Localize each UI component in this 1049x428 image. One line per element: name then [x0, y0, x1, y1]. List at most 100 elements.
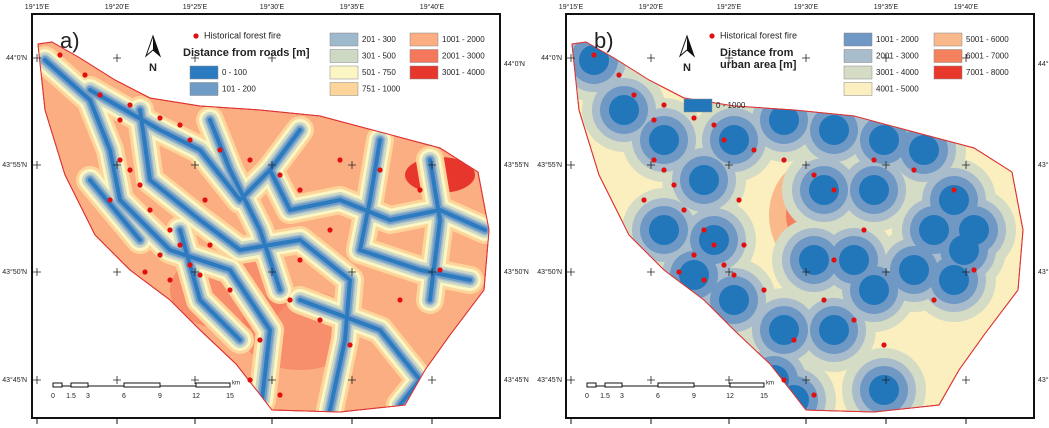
fire-point	[127, 102, 132, 107]
scale-label: 15	[226, 393, 234, 400]
legend-title: Distance from roads [m]	[183, 47, 310, 59]
fire-point	[137, 182, 142, 187]
fire-point	[831, 257, 836, 262]
legend-swatch	[934, 66, 962, 79]
legend-class-label: 4001 - 5000	[876, 85, 919, 94]
scale-label: 15	[760, 393, 768, 400]
fire-point	[711, 242, 716, 247]
fire-point	[142, 269, 147, 274]
scale-label: 6	[656, 393, 660, 400]
scale-label: 6	[122, 393, 126, 400]
fire-point	[147, 207, 152, 212]
fire-point	[911, 167, 916, 172]
scale-label: 1.5	[66, 393, 76, 400]
legend-class-label: 301 - 500	[362, 52, 396, 61]
fire-point	[931, 297, 936, 302]
fire-point	[781, 377, 786, 382]
fire-point	[187, 262, 192, 267]
left-coordinate: 43°50'N	[2, 268, 27, 276]
top-coordinate: 19°20'E	[639, 3, 664, 11]
fire-point	[721, 262, 726, 267]
legend-class-label: 6001 - 7000	[966, 52, 1009, 61]
urban-buffer	[869, 375, 899, 405]
scale-segment	[196, 383, 230, 387]
legend-swatch	[844, 50, 872, 63]
legend-class-label: 3001 - 4000	[442, 68, 485, 77]
fire-point	[881, 342, 886, 347]
top-coordinate: 19°15'E	[25, 3, 50, 11]
fire-point	[337, 157, 342, 162]
left-coordinate: 43°45'N	[537, 376, 562, 384]
scale-label: 9	[692, 393, 696, 400]
fire-point	[157, 252, 162, 257]
legend-swatch	[190, 83, 218, 96]
fire-point	[327, 227, 332, 232]
legend-swatch	[330, 50, 358, 63]
fire-point	[277, 172, 282, 177]
fire-point	[671, 182, 676, 187]
scale-label: 1.5	[600, 393, 610, 400]
top-coordinate: 19°20'E	[105, 3, 130, 11]
scale-segment	[605, 383, 622, 387]
legend-swatch	[934, 50, 962, 63]
legend-swatch	[410, 33, 438, 46]
fire-point	[297, 257, 302, 262]
legend-swatch	[330, 83, 358, 96]
fire-point	[821, 297, 826, 302]
legend-class-label: 201 - 300	[362, 35, 396, 44]
fire-point	[676, 269, 681, 274]
urban-buffer	[649, 125, 679, 155]
fire-point	[57, 52, 62, 57]
right-coordinate: 43°	[1038, 268, 1049, 276]
fire-point	[157, 115, 162, 120]
scale-segment	[53, 383, 62, 387]
legend-swatch	[844, 33, 872, 46]
fire-point	[107, 197, 112, 202]
left-coordinate: 43°50'N	[537, 268, 562, 276]
scale-label: 3	[86, 393, 90, 400]
fire-point	[741, 242, 746, 247]
fire-point	[661, 102, 666, 107]
right-coordinate: 43°	[1038, 161, 1049, 169]
fire-point	[397, 297, 402, 302]
scale-unit: km	[232, 381, 240, 387]
fire-point	[661, 167, 666, 172]
top-coordinate: 19°40'E	[420, 3, 445, 11]
fire-point	[651, 117, 656, 122]
fire-point	[377, 167, 382, 172]
urban-buffer	[939, 265, 969, 295]
legend-swatch	[410, 66, 438, 79]
scale-segment	[587, 383, 596, 387]
top-coordinate: 19°40'E	[954, 3, 979, 11]
fire-point	[297, 187, 302, 192]
top-coordinate: 19°30'E	[260, 3, 285, 11]
north-label: N	[149, 62, 157, 74]
fire-point	[97, 92, 102, 97]
right-coordinate: 43°55'N	[504, 161, 529, 169]
fire-point	[616, 72, 621, 77]
fire-point	[317, 317, 322, 322]
legend-class-label: 101 - 200	[222, 85, 256, 94]
fire-point	[197, 272, 202, 277]
fire-point	[631, 92, 636, 97]
legend-title: urban area [m]	[720, 59, 797, 71]
legend-class-label: 1001 - 2000	[442, 35, 485, 44]
left-coordinate: 43°55'N	[537, 161, 562, 169]
legend-class-label: 2001 - 3000	[876, 52, 919, 61]
fire-point	[117, 157, 122, 162]
fire-point	[861, 227, 866, 232]
urban-buffer	[909, 135, 939, 165]
fire-point	[691, 115, 696, 120]
fire-point	[701, 277, 706, 282]
urban-buffer	[609, 95, 639, 125]
fire-point	[257, 337, 262, 342]
fire-point	[736, 197, 741, 202]
legend-class-label: 751 - 1000	[362, 85, 401, 94]
fire-point	[347, 342, 352, 347]
legend-swatch	[330, 33, 358, 46]
scale-segment	[658, 383, 694, 387]
urban-buffer	[949, 235, 979, 265]
legend-swatch	[684, 99, 712, 112]
